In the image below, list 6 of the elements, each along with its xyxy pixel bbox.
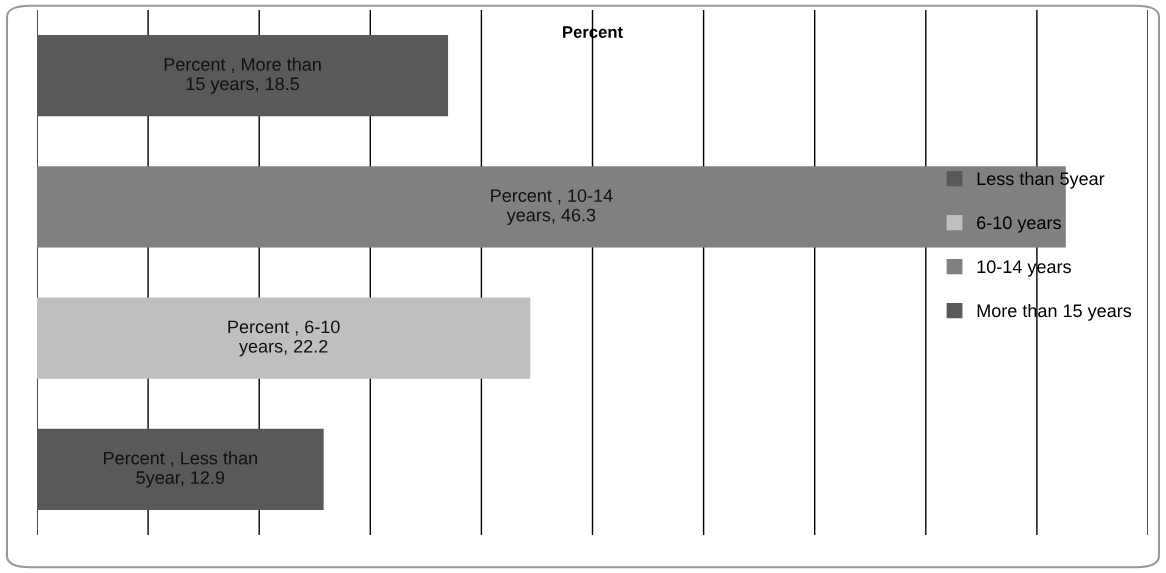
data-label: Percent , 6-10 years, 22.2 xyxy=(228,320,340,357)
data-label: Percent , More than 15 years, 18.5 xyxy=(164,57,321,94)
legend-label: 6-10 years xyxy=(977,216,1061,233)
data-label: Percent , Less than 5year, 12.9 xyxy=(104,451,257,488)
legend-label: Less than 5year xyxy=(977,171,1105,189)
data-label: Percent , 10-14 years, 46.3 xyxy=(491,189,613,226)
